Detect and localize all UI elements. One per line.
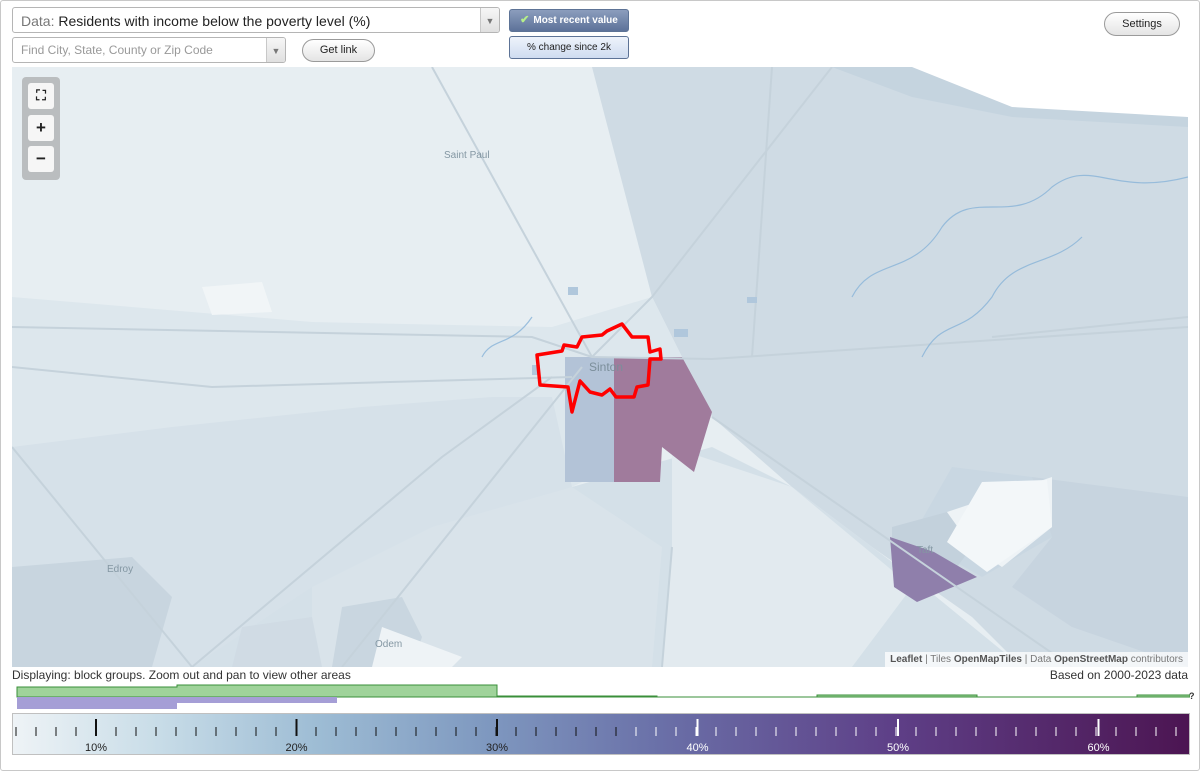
checkmark-icon: ✔ — [520, 14, 530, 26]
data-select[interactable]: Data: Residents with income below the po… — [12, 7, 500, 33]
data-prefix: | Data — [1024, 654, 1052, 665]
openmaptiles-link[interactable]: OpenMapTiles — [953, 654, 1022, 665]
zoom-out-button[interactable]: − — [28, 146, 54, 172]
search-input[interactable] — [13, 38, 279, 62]
data-range-note: Based on 2000-2023 data — [1049, 668, 1188, 682]
get-link-button[interactable]: Get link — [302, 39, 375, 62]
map-attribution: Leaflet | Tiles OpenMapTiles | Data Open… — [885, 652, 1188, 667]
map-label-sinton: Sinton — [589, 360, 624, 374]
fullscreen-icon[interactable]: ⛶ — [28, 83, 54, 109]
map-zoom-control: ⛶ + − — [22, 77, 60, 180]
map-view[interactable]: Saint Paul Sinton Edroy Odem Taft ⛶ + − … — [12, 67, 1188, 667]
zoom-in-button[interactable]: + — [28, 115, 54, 141]
legend-tick-label: 20% — [285, 742, 307, 754]
legend-scale: 10% 20% 30% 40% 50% 60% — [15, 719, 1177, 754]
histogram-unknown-marker: ? — [1189, 691, 1195, 701]
data-select-value: Residents with income below the poverty … — [58, 13, 371, 29]
histogram-recent — [16, 684, 1190, 698]
legend-tick-label: 40% — [686, 742, 708, 754]
openstreetmap-link[interactable]: OpenStreetMap — [1054, 654, 1128, 665]
map-label-taft: Taft — [917, 545, 934, 556]
data-select-prefix: Data: — [21, 13, 55, 29]
legend-tick-label: 10% — [85, 742, 107, 754]
percent-change-toggle[interactable]: % change since 2k — [509, 36, 629, 59]
display-status: Displaying: block groups. Zoom out and p… — [12, 668, 351, 682]
chevron-down-icon[interactable]: ▼ — [266, 38, 285, 62]
legend-tick-label: 50% — [887, 742, 909, 754]
map-label-saint-paul: Saint Paul — [444, 150, 490, 161]
leaflet-link[interactable]: Leaflet — [890, 654, 923, 665]
distribution-histogram — [16, 684, 1190, 709]
histogram-bar — [17, 697, 177, 709]
map-label-odem: Odem — [375, 639, 403, 650]
map-tiles — [12, 67, 1188, 667]
most-recent-value-label: Most recent value — [533, 15, 618, 26]
search-box[interactable]: ▼ — [12, 37, 286, 63]
map-label-edroy: Edroy — [107, 564, 134, 575]
settings-button[interactable]: Settings — [1104, 12, 1180, 36]
legend-tick-label: 60% — [1087, 742, 1109, 754]
color-legend: 10% 20% 30% 40% 50% 60% — [12, 713, 1190, 755]
contributors-text: contributors — [1130, 654, 1183, 665]
legend-tick-label: 30% — [486, 742, 508, 754]
chevron-down-icon[interactable]: ▼ — [480, 8, 499, 32]
most-recent-value-toggle[interactable]: ✔ Most recent value — [509, 9, 629, 32]
histogram-bar — [177, 697, 337, 703]
tiles-prefix: | Tiles — [925, 654, 952, 665]
